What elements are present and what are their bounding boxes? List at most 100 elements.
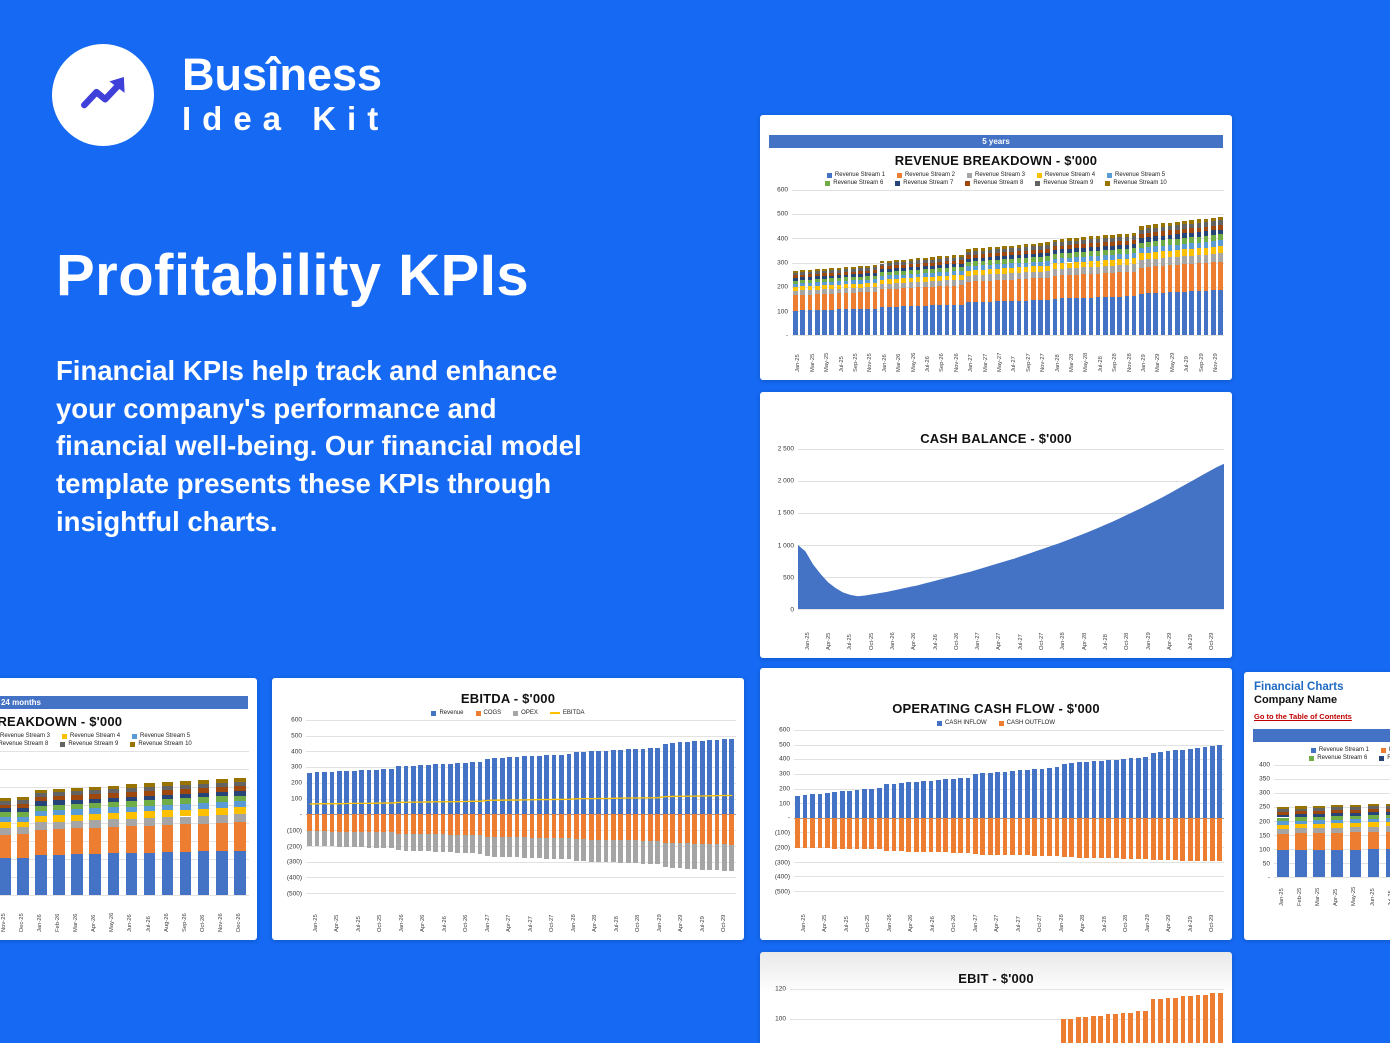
brand-name: Busîness Idea Kit <box>182 51 389 139</box>
bar-segment <box>1016 247 1022 252</box>
bar-segment <box>314 814 320 832</box>
bar-segment <box>1218 216 1223 221</box>
bar-segment <box>470 814 475 836</box>
bar-segment <box>936 817 941 853</box>
bar <box>528 720 535 893</box>
bar-segment <box>107 793 120 798</box>
bar-segment <box>1160 226 1166 232</box>
bar-segment <box>814 271 820 274</box>
page-description: Financial KPIs help track and enhance yo… <box>56 352 582 540</box>
bar-segment <box>1098 760 1104 818</box>
bar-segment <box>1009 267 1014 274</box>
bar-segment <box>928 780 934 818</box>
bar <box>624 720 631 893</box>
bar-segment <box>1146 293 1151 335</box>
bar-segment <box>89 820 101 828</box>
bar <box>977 989 984 1043</box>
bar-segment <box>1211 217 1216 222</box>
x-axis-label: Jan-29 <box>1138 892 1160 932</box>
bar-segment <box>89 802 101 809</box>
bar-segment <box>1052 250 1058 254</box>
bar-segment <box>1203 231 1209 236</box>
x-axis-label: Apr-28 <box>586 894 608 932</box>
bar-segment <box>1045 271 1050 278</box>
bar-segment <box>814 294 820 310</box>
bar-segment <box>908 267 914 271</box>
bar <box>580 720 587 893</box>
bar-segment <box>677 742 683 815</box>
chart-body: 2 500 2 000 1 500 1 000 500 0 Jan-25 Apr-25 Jul-… <box>768 446 1224 650</box>
bar-segment <box>836 267 842 270</box>
bar-segment <box>685 843 690 869</box>
y-tick-label: - <box>1267 874 1270 882</box>
bar-segment <box>1095 235 1101 239</box>
bar-segment <box>973 248 978 252</box>
bar-segment <box>1017 770 1023 818</box>
gridline <box>790 989 1224 990</box>
bar-segment <box>1103 246 1108 251</box>
table-of-contents-link[interactable]: Go to the Table of Contents <box>1254 712 1352 721</box>
x-axis-label-text: Jul-26 <box>929 916 936 932</box>
x-axis-label-text: Feb-25 <box>1297 887 1304 906</box>
bar-segment <box>1023 244 1029 248</box>
bar-segment <box>814 310 820 335</box>
bar-segment <box>1313 832 1325 850</box>
bar-segment <box>215 779 228 783</box>
bar-segment <box>648 748 653 815</box>
bar-segment <box>1349 819 1362 823</box>
plot-area <box>0 751 249 896</box>
bar <box>1145 190 1152 335</box>
bar-segment <box>1295 824 1307 829</box>
legend-label: Revenue Stream 4 <box>70 733 121 739</box>
bar-segment <box>850 309 856 335</box>
bar-segment <box>1160 231 1166 236</box>
x-axis-label: Jul-26 <box>926 610 947 650</box>
description-line: insightful charts. <box>56 505 278 537</box>
x-axis-label-text: Jul-28 <box>1102 634 1109 650</box>
legend-swatch <box>1309 755 1315 761</box>
x-axis-label-text: Jan-29 <box>1141 354 1148 372</box>
bar-segment <box>807 294 813 311</box>
bar-segment <box>829 281 834 285</box>
bar-segment <box>179 781 192 785</box>
bar <box>902 989 909 1043</box>
bar <box>1131 190 1138 335</box>
bar <box>1194 730 1201 891</box>
bar-segment <box>1218 234 1223 241</box>
bar-segment <box>1367 822 1380 827</box>
bar-segment <box>336 771 342 815</box>
y-tick-label: 200 <box>291 779 302 787</box>
bar <box>1105 730 1112 891</box>
x-axis-labels: Jan-25 Apr-25 Jul-25 Oct-25 Jan-26 Apr-26 Jul-… <box>798 610 1224 650</box>
bar-segment <box>1081 251 1087 257</box>
y-axis: 12010080604020- <box>768 986 790 1043</box>
bar-segment <box>872 265 878 268</box>
bar-segment <box>879 306 885 335</box>
bar-segment <box>894 306 899 335</box>
legend-swatch <box>513 710 519 716</box>
bar-segment <box>1211 221 1216 226</box>
bar-segment <box>234 801 246 808</box>
bar-segment <box>322 831 327 847</box>
bar-segment <box>915 260 921 264</box>
bar-segment <box>143 795 156 801</box>
bar-segment <box>843 274 849 278</box>
bar-segment <box>944 285 950 305</box>
bar-segment <box>973 254 978 258</box>
bar <box>343 720 350 893</box>
x-axis-label: Mar-29 <box>1152 336 1166 372</box>
legend-swatch <box>132 733 138 739</box>
bar-segment <box>1331 832 1344 850</box>
bar-segment <box>381 814 387 833</box>
bar <box>558 720 565 893</box>
bar-segment <box>1038 271 1043 279</box>
bar-segment <box>1128 817 1134 859</box>
bar-segment <box>1023 257 1029 263</box>
x-axis-label-text: Apr-25 <box>1333 888 1340 906</box>
bar-segment <box>1211 262 1216 291</box>
bar-segment <box>994 246 1000 250</box>
bar <box>943 190 950 335</box>
bar-segment <box>455 834 461 853</box>
chart-body: 600 500 400 300 200 100- Jan-25 Mar-25 May-25 Jul… <box>768 187 1224 372</box>
